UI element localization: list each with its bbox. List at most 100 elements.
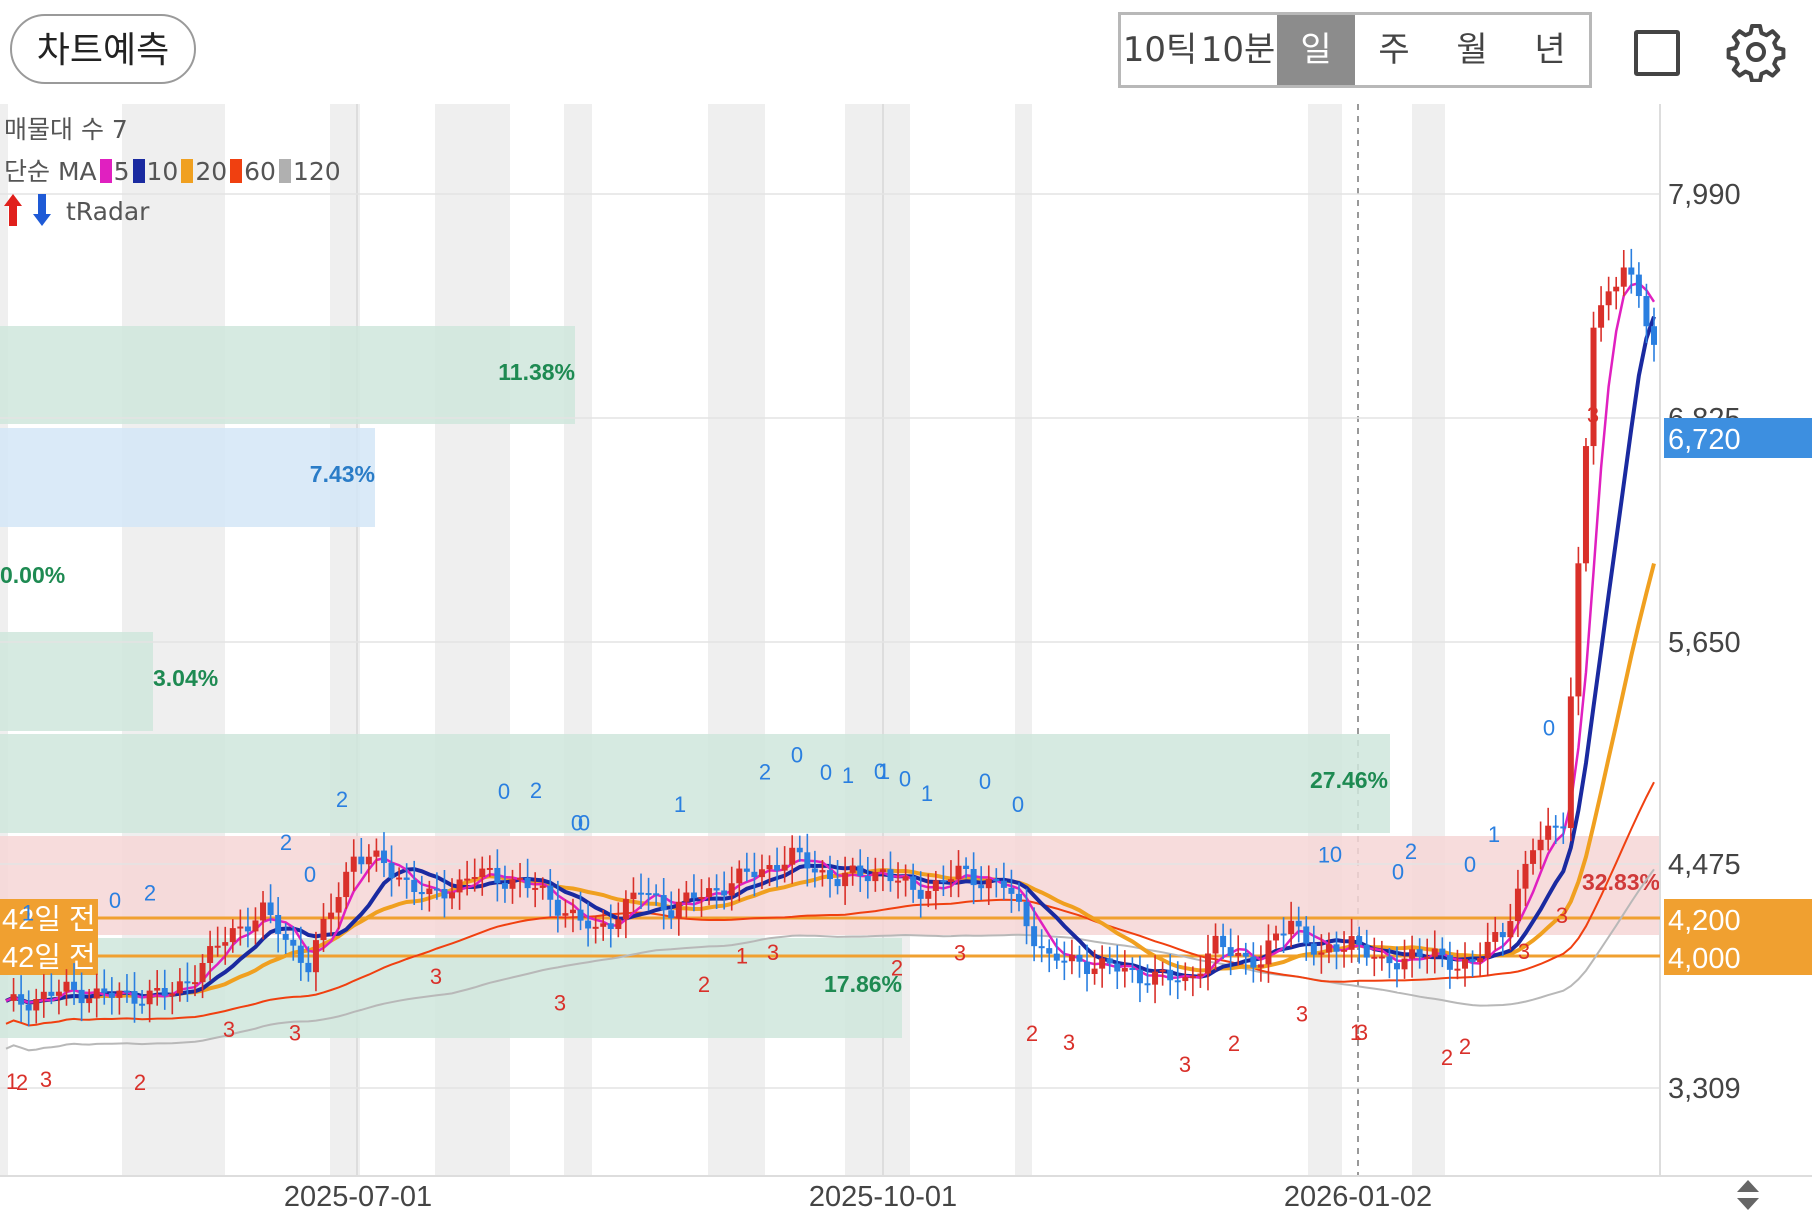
radar-top-label: 0 xyxy=(979,769,991,794)
candle-body xyxy=(660,895,667,911)
candle-body xyxy=(108,992,115,998)
period-10tick[interactable]: 10틱 xyxy=(1122,30,1198,70)
candle-body xyxy=(1159,969,1166,972)
price-tick-label: 7,990 xyxy=(1668,179,1741,211)
candle-body xyxy=(940,880,947,883)
ma60-line xyxy=(5,781,1655,1027)
candle-body xyxy=(1280,933,1287,936)
candle-body xyxy=(1484,941,1491,958)
date-axis-label: 2026-01-02 xyxy=(1284,1181,1432,1212)
candle-body xyxy=(1356,936,1363,945)
radar-top-label: 0 xyxy=(1543,716,1555,741)
candle-body xyxy=(1076,954,1083,962)
radar-top-label: 2 xyxy=(1405,839,1417,864)
candle-body xyxy=(418,892,425,895)
candle-body xyxy=(690,892,697,899)
candle-body xyxy=(1084,961,1091,975)
candle-body xyxy=(207,946,214,963)
candle-body xyxy=(781,864,788,871)
radar-top-label: 2 xyxy=(280,830,292,855)
candle-body xyxy=(229,928,236,943)
candle-body xyxy=(486,867,493,870)
ma10-label: 10 xyxy=(146,157,179,186)
candle-body xyxy=(1273,933,1280,941)
candle-body xyxy=(607,923,614,930)
candle-body xyxy=(1106,958,1113,964)
candle-body xyxy=(925,890,932,899)
radar-bottom-label: 2 xyxy=(1026,1021,1038,1046)
period-week[interactable]: 주 xyxy=(1378,30,1410,70)
candle-body xyxy=(562,913,569,916)
candle-body xyxy=(736,868,743,884)
scroll-up-arrow xyxy=(1737,1180,1759,1192)
candle-body xyxy=(1227,947,1234,957)
radar-top-label: 2 xyxy=(144,881,156,906)
volume-zone xyxy=(0,428,375,527)
candle-body xyxy=(1303,926,1310,944)
date-axis-label: 2025-10-01 xyxy=(809,1181,957,1212)
current-price-badge xyxy=(1664,418,1812,458)
candle-body xyxy=(819,870,826,873)
candle-body xyxy=(449,892,456,899)
radar-bottom-label: 2 xyxy=(1459,1034,1471,1059)
scroll-handle-icon[interactable] xyxy=(1737,1180,1759,1210)
candle-body xyxy=(358,856,365,865)
date-axis-label: 2025-07-01 xyxy=(284,1181,432,1212)
fullscreen-square-icon[interactable] xyxy=(1634,30,1680,76)
candle-body xyxy=(380,850,387,864)
radar-bottom-label: 3 xyxy=(1179,1052,1191,1077)
candle-body xyxy=(433,888,440,891)
candle-body xyxy=(403,877,410,880)
candle-body xyxy=(1167,969,1174,981)
candle-body xyxy=(131,991,138,1004)
ma-legend[interactable]: 단순 MA 5 10 20 60 120 xyxy=(4,152,341,188)
candle-body xyxy=(569,909,576,914)
candle-body xyxy=(312,940,319,973)
candle-body xyxy=(668,910,675,919)
candle-body xyxy=(260,902,267,921)
candle-body xyxy=(494,867,501,883)
period-day[interactable]: 일 xyxy=(1277,15,1355,85)
candle-body xyxy=(267,902,274,915)
candle-body xyxy=(1409,949,1416,959)
candle-body xyxy=(1212,935,1219,954)
radar-top-label: 0 xyxy=(1012,792,1024,817)
radar-top-label: 0 xyxy=(498,779,510,804)
candle-body xyxy=(1371,956,1378,959)
period-month[interactable]: 월 xyxy=(1456,30,1488,70)
candle-body xyxy=(895,880,902,883)
period-year[interactable]: 년 xyxy=(1534,30,1566,70)
candle-body xyxy=(1000,880,1007,888)
candle-body xyxy=(721,890,728,896)
candle-body xyxy=(191,982,198,985)
candle-body xyxy=(1401,958,1408,970)
chart-predict-button[interactable]: 차트예측 xyxy=(10,14,196,84)
ma5-label: 5 xyxy=(113,157,130,186)
radar-top-label: 1 xyxy=(921,781,933,806)
radar-bottom-label: 3 xyxy=(554,991,566,1016)
tradar-legend[interactable]: tRadar xyxy=(4,192,149,228)
radar-top-label: 1 xyxy=(1318,842,1330,867)
zone-percent-label: 7.43% xyxy=(310,461,375,487)
period-10min[interactable]: 10분 xyxy=(1200,30,1276,70)
candle-body xyxy=(1015,893,1022,902)
candle-body xyxy=(1288,920,1295,935)
reference-left-label: 42일 전 xyxy=(2,942,96,974)
candle-body xyxy=(1174,980,1181,983)
candle-body xyxy=(1023,901,1030,927)
radar-top-label: 0 xyxy=(1330,842,1342,867)
radar-top-label: 0 xyxy=(820,760,832,785)
candle-body xyxy=(1318,952,1325,955)
candle-body xyxy=(146,990,153,1005)
candle-body xyxy=(471,877,478,880)
radar-bottom-label: 3 xyxy=(767,940,779,965)
candle-body xyxy=(86,998,93,1004)
candle-body xyxy=(653,893,660,896)
gear-icon[interactable] xyxy=(1726,22,1786,82)
radar-bottom-label: 1 xyxy=(736,944,748,969)
radar-bottom-label: 3 xyxy=(1063,1030,1075,1055)
radar-top-label: 1 xyxy=(22,900,34,925)
candle-body xyxy=(1424,956,1431,959)
radar-bottom-label: 1 xyxy=(6,1069,18,1094)
